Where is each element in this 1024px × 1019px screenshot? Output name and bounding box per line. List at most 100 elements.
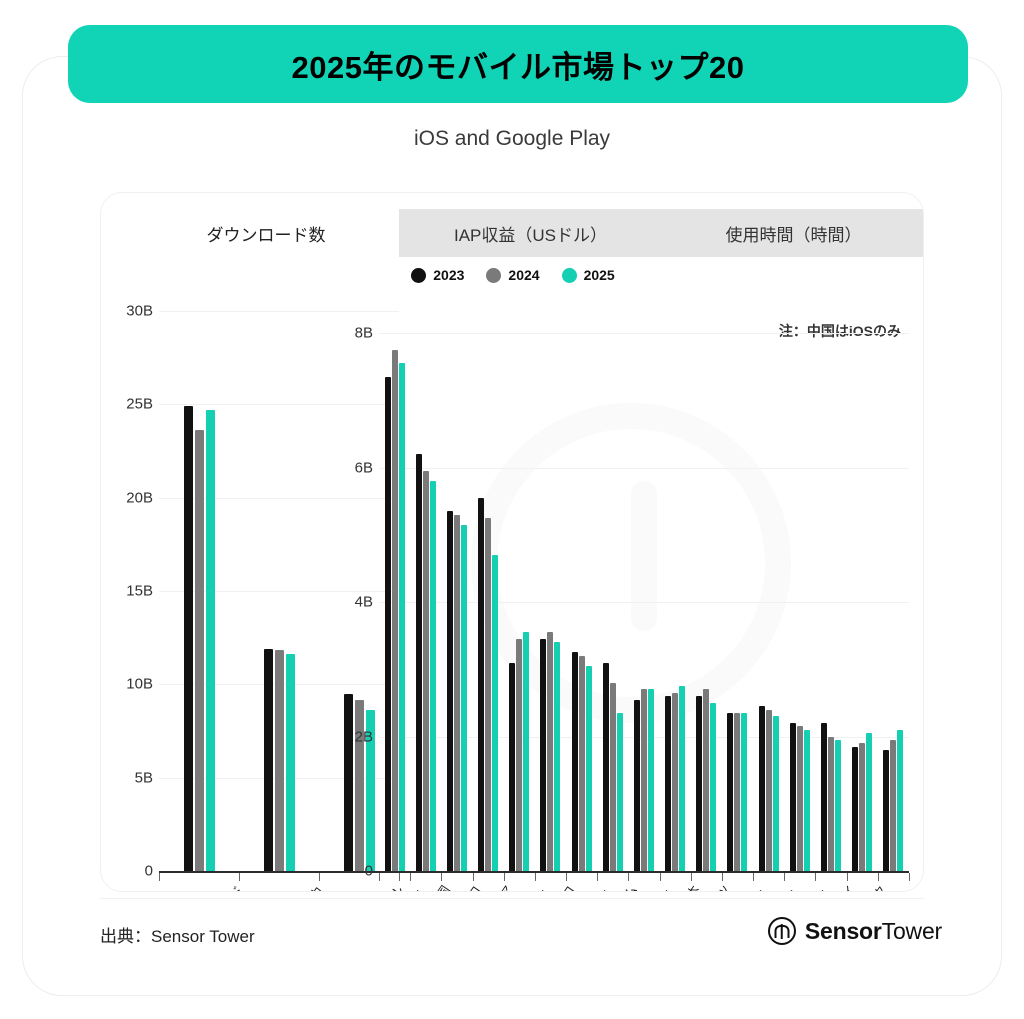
x-axis-tick [534,873,536,881]
bar-2023[interactable] [343,693,353,871]
bar-group[interactable] [509,333,530,871]
bar-2025[interactable] [679,686,686,871]
tab-iap-revenue[interactable]: IAP収益（USドル） [399,209,662,257]
bar-2025[interactable] [741,712,748,871]
bar-2024[interactable] [547,632,554,871]
bar-2023[interactable] [852,746,859,871]
bar-2025[interactable] [585,665,592,871]
title-banner: 2025年のモバイル市場トップ20 [68,25,968,103]
bar-2024[interactable] [609,682,616,871]
bar-2025[interactable] [492,554,499,871]
bar-2025[interactable] [710,702,717,871]
bar-group[interactable] [852,333,873,871]
x-axis-tick [659,873,661,881]
bar-2023[interactable] [478,497,485,871]
bar-group[interactable] [384,333,405,871]
bar-2025[interactable] [285,654,295,871]
bar-2024[interactable] [516,639,523,871]
bar-group[interactable] [633,333,654,871]
bar-2023[interactable] [789,723,796,871]
bar-group[interactable] [571,333,592,871]
bar-2025[interactable] [205,409,215,871]
bar-2024[interactable] [890,739,897,871]
bar-2025[interactable] [365,710,375,871]
x-axis-tick [597,873,599,881]
bar-2025[interactable] [834,739,841,871]
bar-2024[interactable] [672,692,679,871]
x-axis-tick [846,873,848,881]
bar-group[interactable] [665,333,686,871]
bar-2024[interactable] [422,470,429,871]
legend-swatch-2025 [561,267,577,283]
bar-2023[interactable] [665,696,672,871]
bar-2023[interactable] [696,696,703,871]
legend-item-2023[interactable]: 2023 [411,267,464,283]
legend-item-2024[interactable]: 2024 [486,267,540,283]
bar-2024[interactable] [796,726,803,871]
bar-2023[interactable] [509,662,516,871]
bar-2025[interactable] [897,729,904,871]
legend-label-2023: 2023 [433,267,465,283]
bar-2024[interactable] [827,736,834,871]
legend-swatch-2023 [411,267,427,283]
bar-2023[interactable] [883,749,890,871]
bar-2024[interactable] [640,689,647,871]
tab-usage-time[interactable]: 使用時間（時間） [662,209,923,257]
bar-group[interactable] [883,333,904,871]
bar-2025[interactable] [554,642,561,871]
legend-item-2025[interactable]: 2025 [561,267,615,283]
x-axis-tick [753,873,755,881]
bar-2023[interactable] [758,706,765,871]
bar-2024[interactable] [274,649,284,871]
bar-2023[interactable] [602,662,609,871]
bar-2024[interactable] [194,430,204,871]
bar-2023[interactable] [727,712,734,871]
bar-2025[interactable] [398,363,405,871]
legend-label-2024: 2024 [508,267,540,283]
bar-group[interactable] [263,311,295,871]
bar-2024[interactable] [354,700,364,871]
bar-group[interactable] [343,311,375,871]
bar-group[interactable] [696,333,717,871]
x-axis-tick [159,873,160,881]
bar-2025[interactable] [523,632,530,871]
bar-2024[interactable] [453,514,460,871]
bar-2025[interactable] [866,733,873,871]
bar-2023[interactable] [183,406,193,871]
bar-2025[interactable] [429,480,436,871]
bar-2023[interactable] [571,652,578,871]
bar-group[interactable] [789,333,810,871]
bar-group[interactable] [727,333,748,871]
bar-2023[interactable] [415,454,422,871]
bar-group[interactable] [602,333,623,871]
bar-2024[interactable] [703,689,710,871]
bar-2024[interactable] [578,655,585,871]
bar-2025[interactable] [772,716,779,871]
bar-2024[interactable] [734,712,741,871]
bar-group[interactable] [820,333,841,871]
bar-group[interactable] [758,333,779,871]
bar-group[interactable] [183,311,215,871]
bar-2024[interactable] [485,517,492,871]
bar-group[interactable] [540,333,561,871]
bar-2024[interactable] [765,709,772,871]
bar-2025[interactable] [616,712,623,871]
bar-2023[interactable] [633,699,640,871]
bar-2023[interactable] [540,639,547,871]
y-axis-tick-label: 4B [354,593,373,611]
bar-2024[interactable] [391,349,398,871]
bar-group[interactable] [478,333,499,871]
x-axis-tick [909,873,910,881]
tab-downloads[interactable]: ダウンロード数 [133,209,399,257]
bar-2025[interactable] [803,729,810,871]
bar-2025[interactable] [460,524,467,871]
bar-2025[interactable] [647,689,654,871]
bar-2023[interactable] [384,376,391,871]
bar-group[interactable] [415,333,436,871]
bar-2023[interactable] [446,511,453,871]
bar-2023[interactable] [820,723,827,871]
bar-group[interactable] [446,333,467,871]
bar-2023[interactable] [263,648,273,871]
bar-2024[interactable] [859,743,866,871]
